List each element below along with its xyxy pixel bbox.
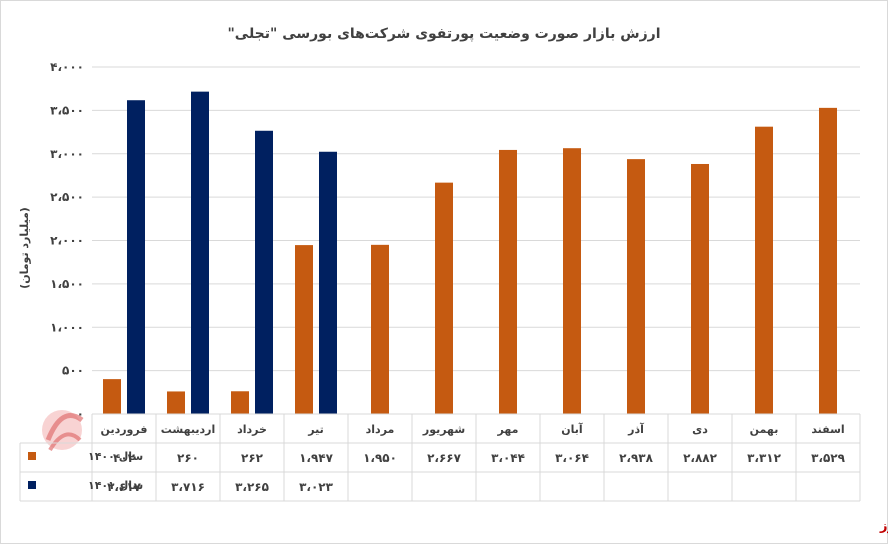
bar-1401: [191, 91, 209, 415]
x-tick-label: آبان: [561, 422, 583, 436]
data-label: ۲۶۲: [241, 451, 264, 465]
bars: [103, 91, 837, 415]
bar-1400: [499, 149, 517, 415]
x-tick-label: اسفند: [811, 423, 844, 436]
data-label: ۳،۶۱۷: [107, 480, 142, 494]
x-tick-label: مرداد: [366, 423, 395, 436]
x-tick-label: بهمن: [750, 423, 779, 436]
y-axis-ticks: ۰ ۵۰۰ ۱،۰۰۰ ۱،۵۰۰ ۲،۰۰۰ ۲،۵۰۰ ۳،۰۰۰ ۳،۵۰۰ ۴،۰۰۰: [50, 60, 84, 421]
legend-label: سال ۱۴۰۰: [88, 450, 143, 463]
bar-1400: [435, 182, 453, 414]
x-tick-label: مهر: [497, 423, 519, 436]
data-label: ۲۶۰: [177, 451, 199, 465]
data-label: ۳،۳۱۲: [747, 451, 782, 465]
legend-label: سال ۱۴۰۱: [88, 479, 143, 492]
bar-1400: [295, 245, 313, 414]
data-label: ۱،۹۴۷: [299, 451, 334, 465]
bar-1400: [755, 126, 773, 415]
bar-1400: [231, 391, 249, 414]
bar-1400: [819, 107, 837, 414]
data-label: ۳،۲۶۵: [235, 480, 269, 494]
data-label: ۲،۶۶۷: [427, 451, 462, 465]
chart-title: ارزش بازار صورت وضعیت پورتفوی شرکت‌های ب…: [228, 26, 661, 42]
data-label: ۴۰۲: [113, 451, 136, 465]
data-label: ۲،۹۳۸: [619, 451, 654, 465]
bar-1400: [371, 244, 389, 414]
x-tick-label: اردیبهشت: [161, 423, 215, 436]
x-tick-label: فروردین: [101, 423, 148, 436]
y-tick-label: ۴،۰۰۰: [50, 60, 84, 74]
bar-1401: [319, 151, 337, 414]
x-tick-label: آذر: [627, 422, 644, 436]
y-tick-label: ۳،۰۰۰: [50, 147, 84, 161]
y-tick-label: ۳،۵۰۰: [50, 103, 84, 117]
data-label: ۳،۷۱۶: [171, 480, 205, 494]
data-label: ۳،۵۲۹: [811, 451, 846, 465]
data-label: ۳،۰۲۳: [299, 480, 334, 494]
y-tick-label: ۵۰۰: [62, 364, 84, 378]
bar-1401: [127, 100, 145, 414]
brand-label: بورس نیوز: [879, 519, 888, 534]
x-tick-label: خرداد: [237, 423, 267, 436]
y-tick-label: ۲،۰۰۰: [50, 234, 84, 248]
legend-swatch: [28, 452, 36, 460]
bar-1400: [627, 159, 645, 414]
data-label: ۳،۰۶۴: [555, 451, 589, 465]
bar-1401: [255, 130, 273, 415]
bar-1400: [563, 148, 581, 414]
logo-icon: [42, 410, 84, 452]
bar-1400: [691, 163, 709, 414]
data-label: ۳،۰۴۴: [491, 451, 525, 465]
x-tick-label: تیر: [307, 423, 323, 436]
data-table: فروردین اردیبهشت خرداد تیر مرداد شهریور مهر آبا…: [19, 413, 861, 502]
legend-swatch: [28, 481, 36, 489]
bar-1400: [167, 391, 185, 414]
data-label: ۱،۹۵۰: [363, 451, 397, 465]
data-label: ۲،۸۸۲: [683, 451, 718, 465]
y-tick-label: ۱،۰۰۰: [50, 320, 84, 334]
x-tick-label: دی: [692, 423, 708, 436]
y-axis-label: (میلیارد تومان): [18, 207, 31, 289]
y-tick-label: ۰: [77, 407, 84, 421]
x-tick-label: شهریور: [422, 423, 465, 436]
y-tick-label: ۲،۵۰۰: [50, 190, 84, 204]
y-tick-label: ۱،۵۰۰: [50, 277, 84, 291]
bar-1400: [103, 379, 121, 414]
